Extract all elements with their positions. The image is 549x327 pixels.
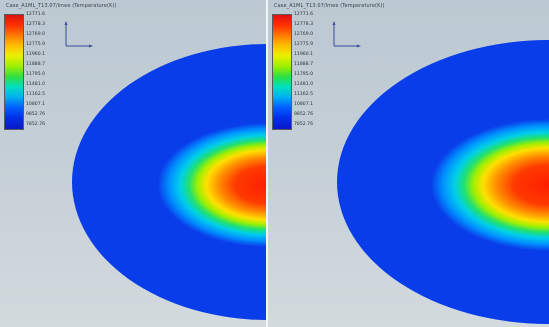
legend-label: 11960.1 xyxy=(294,52,313,57)
legend-label: 11162.5 xyxy=(294,92,313,97)
legend-label: 11795.0 xyxy=(26,72,45,77)
legend-color-bar xyxy=(272,14,292,130)
legend-label: 10807.1 xyxy=(26,102,45,107)
legend-label: 12771.6 xyxy=(294,12,313,17)
legend-label: 12778.3 xyxy=(26,22,45,27)
legend-label: 11888.7 xyxy=(294,62,313,67)
axis-triad-icon xyxy=(332,21,361,48)
viewport-left[interactable]: Case_A1ML_T13.07/lmee (Temperature(K)) 1… xyxy=(0,0,268,327)
legend-label: 12775.9 xyxy=(26,42,45,47)
legend-label: 12769.0 xyxy=(26,32,45,37)
legend-label: 11481.0 xyxy=(26,82,45,87)
temperature-contour-left xyxy=(72,44,268,320)
legend-label: 11888.7 xyxy=(26,62,45,67)
legend-label: 12769.0 xyxy=(294,32,313,37)
viewport-title: Case_A1ML_T13.07/lmee (Temperature(K)) xyxy=(274,3,385,9)
legend-label: 7852.76 xyxy=(26,122,45,127)
legend-label: 10807.1 xyxy=(294,102,313,107)
legend-color-bar xyxy=(4,14,24,130)
legend-label: 11795.0 xyxy=(294,72,313,77)
legend-label: 12775.9 xyxy=(294,42,313,47)
legend-label: 9852.76 xyxy=(26,112,45,117)
legend-label: 9852.76 xyxy=(294,112,313,117)
axis-triad-icon xyxy=(64,21,93,48)
legend-label: 12771.6 xyxy=(26,12,45,17)
hot-zone xyxy=(158,123,268,247)
viewport-title: Case_A1ML_T13.07/lmee (Temperature(K)) xyxy=(6,3,117,9)
legend-label: 11162.5 xyxy=(26,92,45,97)
hot-zone xyxy=(431,119,549,251)
temperature-contour-right xyxy=(337,40,549,324)
legend-label: 11481.0 xyxy=(294,82,313,87)
viewport-divider[interactable] xyxy=(266,0,269,327)
viewport-right[interactable]: Case_A1ML_T13.07/lmee (Temperature(K)) 1… xyxy=(268,0,549,327)
legend-label: 7852.76 xyxy=(294,122,313,127)
legend-label: 11960.1 xyxy=(26,52,45,57)
legend-label: 12778.3 xyxy=(294,22,313,27)
